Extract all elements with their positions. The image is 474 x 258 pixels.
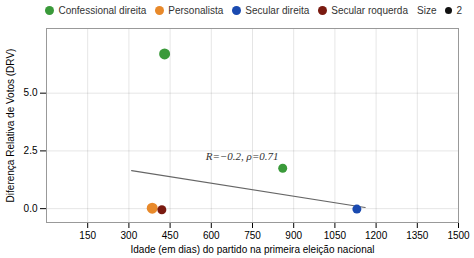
svg-text:0.0: 0.0 xyxy=(24,203,38,214)
svg-text:Idade (em dias) do partido na: Idade (em dias) do partido na primeira e… xyxy=(130,244,374,255)
svg-text:2.5: 2.5 xyxy=(24,145,38,156)
svg-text:600: 600 xyxy=(203,230,220,241)
svg-text:450: 450 xyxy=(162,230,179,241)
svg-text:5.0: 5.0 xyxy=(24,87,38,98)
svg-text:1350: 1350 xyxy=(406,230,429,241)
svg-text:900: 900 xyxy=(285,230,302,241)
svg-text:Diferença Relativa de Votos (D: Diferença Relativa de Votos (DRV) xyxy=(5,49,16,203)
svg-text:1200: 1200 xyxy=(365,230,388,241)
html-text:Secular roquerda: Secular roquerda xyxy=(331,4,408,16)
html-text:Confessional direita: Confessional direita xyxy=(58,4,147,16)
svg-text:1050: 1050 xyxy=(324,230,347,241)
svg-text:1500: 1500 xyxy=(447,230,470,241)
svg-text:150: 150 xyxy=(79,230,96,241)
html-text:Personalista: Personalista xyxy=(168,4,224,16)
svg-text:300: 300 xyxy=(121,230,138,241)
svg-text:R=−0.2, ρ=0.71: R=−0.2, ρ=0.71 xyxy=(205,150,279,162)
html-text:2: 2 xyxy=(456,4,462,16)
svg-text:750: 750 xyxy=(244,230,261,241)
html-text:Size: Size xyxy=(417,4,437,16)
html-text:Secular direita: Secular direita xyxy=(245,4,310,16)
